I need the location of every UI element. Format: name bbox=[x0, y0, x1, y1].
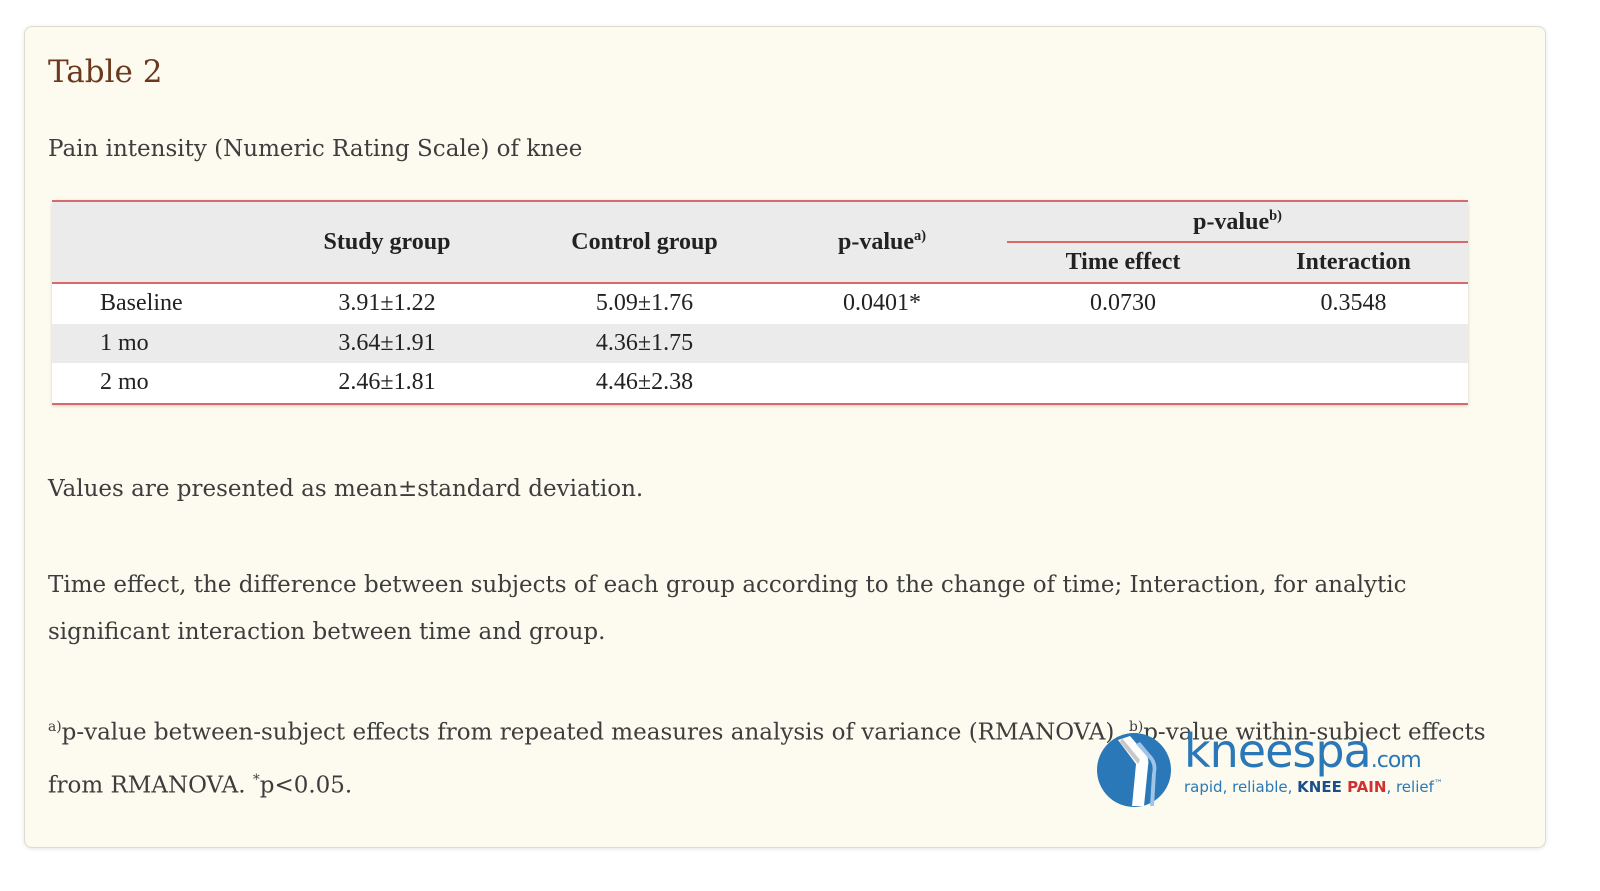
kneespa-logo: kneespa.com rapid, reliable, KNEE PAIN, … bbox=[1096, 724, 1476, 810]
table-card bbox=[24, 26, 1546, 848]
p-value: 0.0401* bbox=[843, 290, 921, 317]
interaction-value bbox=[1239, 324, 1468, 364]
time-effect-value bbox=[1007, 363, 1239, 404]
footnote-marker-a: a) bbox=[914, 228, 926, 244]
tagline-part-2: , relief bbox=[1386, 778, 1434, 796]
study-value: 3.91±1.22 bbox=[338, 290, 436, 317]
logo-name: kneespa bbox=[1184, 724, 1372, 778]
tagline-knee: KNEE bbox=[1297, 778, 1348, 796]
footnote-b-text: p-value within-subject effects from RMAN… bbox=[48, 719, 1486, 799]
study-value: 2.46±1.81 bbox=[338, 369, 436, 396]
logo-wordmark: kneespa.com bbox=[1184, 724, 1422, 778]
time-effect-value: 0.0730 bbox=[1090, 290, 1156, 317]
footnote-star-marker: * bbox=[252, 771, 260, 788]
footnotes: a)p-value between-subject effects from r… bbox=[48, 704, 1488, 809]
control-value: 4.46±2.38 bbox=[595, 369, 694, 396]
tagline-trademark: ™ bbox=[1433, 779, 1443, 789]
header-time-effect: Time effect bbox=[1065, 249, 1181, 275]
table-caption: Pain intensity (Numeric Rating Scale) of… bbox=[48, 136, 583, 162]
control-value: 5.09±1.76 bbox=[595, 290, 694, 317]
pain-intensity-table: Study group Control group p-valuea) p-va… bbox=[52, 200, 1468, 405]
footnote-b-marker: b) bbox=[1128, 719, 1144, 735]
tagline-pain: PAIN bbox=[1347, 778, 1387, 796]
header-row-top: Study group Control group p-valuea) p-va… bbox=[52, 201, 1468, 284]
logo-suffix: .com bbox=[1370, 748, 1422, 773]
header-blank bbox=[52, 201, 242, 284]
p-value bbox=[757, 363, 1007, 404]
header-interaction: Interaction bbox=[1296, 249, 1411, 275]
header-p-value-between-label: p-value bbox=[837, 229, 914, 255]
row-label: Baseline bbox=[100, 290, 183, 317]
p-value bbox=[757, 324, 1007, 364]
header-study-group: Study group bbox=[242, 201, 532, 284]
control-value: 4.36±1.75 bbox=[595, 329, 694, 356]
header-p-value-between: p-valuea) bbox=[757, 201, 1007, 284]
logo-tagline: rapid, reliable, KNEE PAIN, relief™ bbox=[1184, 778, 1443, 796]
header-control-group: Control group bbox=[532, 201, 757, 284]
data-table-container: Study group Control group p-valuea) p-va… bbox=[52, 200, 1468, 405]
time-effect-value bbox=[1007, 324, 1239, 364]
header-p-value-within: p-valueb) bbox=[1007, 201, 1468, 243]
table-row: Baseline 3.91±1.22 5.09±1.76 0.0401* 0.0… bbox=[52, 283, 1468, 324]
table-row: 1 mo 3.64±1.91 4.36±1.75 bbox=[52, 323, 1468, 364]
interaction-value bbox=[1239, 363, 1468, 404]
footnote-a-marker: a) bbox=[48, 719, 62, 735]
table-row: 2 mo 2.46±1.81 4.46±2.38 bbox=[52, 363, 1468, 404]
values-note: Values are presented as mean±standard de… bbox=[48, 476, 644, 502]
footnote-marker-b: b) bbox=[1269, 207, 1282, 224]
row-label: 1 mo bbox=[100, 329, 149, 356]
interaction-value: 0.3548 bbox=[1320, 290, 1387, 317]
footnote-a-text: p-value between-subject effects from rep… bbox=[61, 719, 1129, 746]
study-value: 3.64±1.91 bbox=[338, 329, 436, 356]
time-effect-note: Time effect, the difference between subj… bbox=[48, 572, 1407, 645]
tagline-part-1: rapid, reliable, bbox=[1184, 778, 1298, 796]
table-title: Table 2 bbox=[48, 54, 163, 90]
header-p-value-within-label: p-value bbox=[1193, 208, 1270, 235]
footnote-star-text: p<0.05. bbox=[259, 772, 353, 799]
row-label: 2 mo bbox=[100, 369, 149, 396]
knee-logo-icon bbox=[1097, 733, 1171, 807]
